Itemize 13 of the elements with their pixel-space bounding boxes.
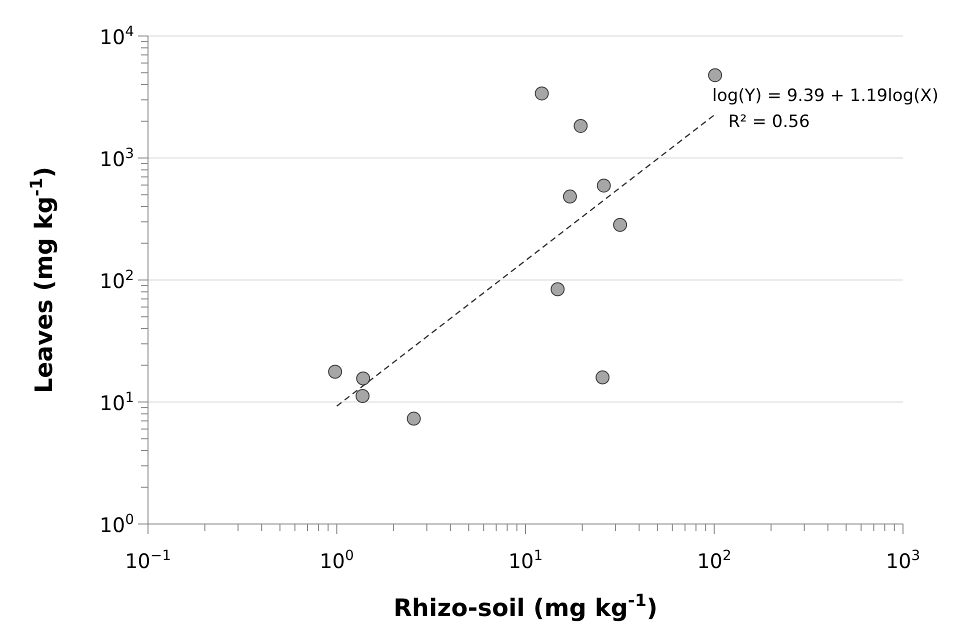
x-axis-title: Rhizo-soil (mg kg$^{-1}$) (393, 590, 658, 622)
x-tick-label: 10$^{1}$ (508, 548, 543, 573)
x-tick-label: 10$^{−1}$ (124, 548, 172, 573)
y-tick-label: 10$^{2}$ (100, 268, 134, 293)
y-tick-label: 10$^{4}$ (100, 24, 134, 49)
x-tick-label: 10$^{3}$ (886, 548, 920, 573)
y-tick-label: 10$^{3}$ (100, 146, 134, 171)
x-tick-label: 10$^{0}$ (320, 548, 354, 573)
annotation: log(Y) = 9.39 + 1.19log(X) (712, 86, 938, 106)
y-tick-label: 10$^{0}$ (100, 512, 134, 537)
x-tick-label: 10$^{2}$ (697, 548, 732, 573)
y-tick-label: 10$^{1}$ (100, 390, 134, 415)
annotation: R² = 0.56 (728, 112, 810, 132)
